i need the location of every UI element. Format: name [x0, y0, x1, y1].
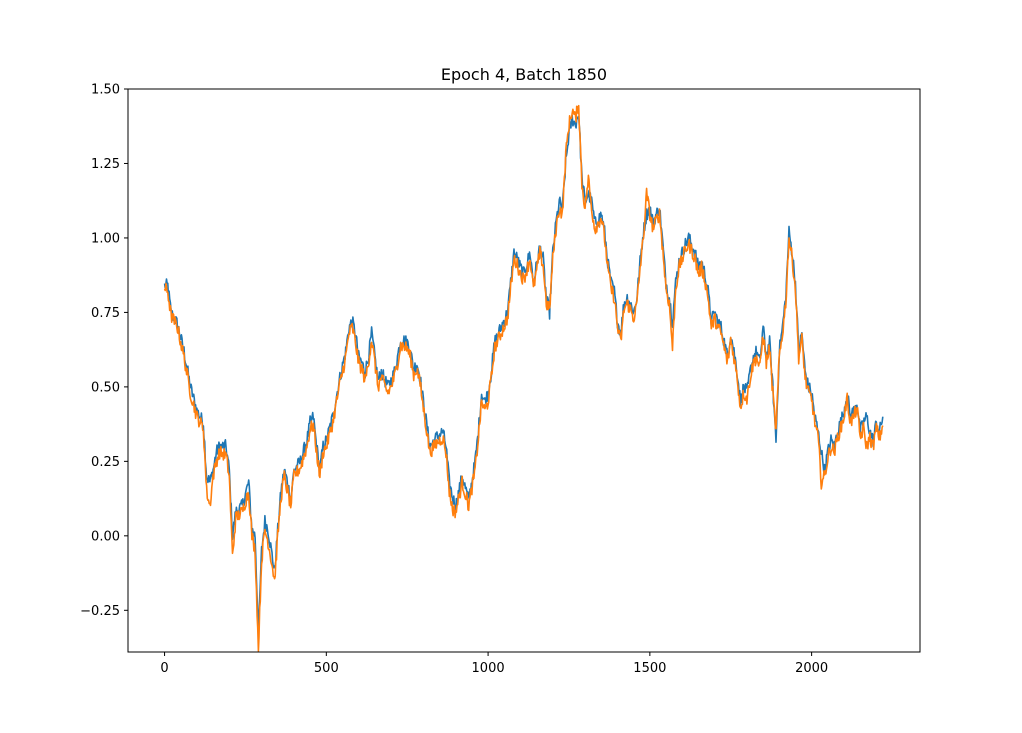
axes-frame — [127, 88, 921, 653]
series-line-1 — [163, 114, 884, 635]
x-tick-label: 0 — [160, 661, 168, 676]
x-axis: 0 500 1000 1500 2000 — [160, 652, 828, 676]
y-tick-label: 1.00 — [91, 231, 120, 246]
y-tick-label: 0.25 — [91, 455, 120, 470]
plot-area — [163, 104, 884, 652]
x-tick-label: 2000 — [795, 661, 828, 676]
y-tick-label: 1.25 — [91, 157, 120, 172]
y-tick-label: 1.50 — [91, 83, 120, 98]
y-tick-label: 0.00 — [91, 529, 120, 544]
y-tick-label: −0.25 — [80, 604, 120, 619]
y-tick-label: 0.75 — [91, 306, 120, 321]
x-tick-label: 1000 — [472, 661, 505, 676]
x-tick-label: 500 — [314, 661, 339, 676]
y-tick-label: 0.50 — [91, 380, 120, 395]
y-axis: −0.25 0.00 0.25 0.50 0.75 1.00 1.25 1.50 — [80, 83, 128, 619]
x-tick-label: 1500 — [633, 661, 666, 676]
series-line-2 — [163, 104, 884, 652]
chart-title: Epoch 4, Batch 1850 — [441, 65, 607, 84]
